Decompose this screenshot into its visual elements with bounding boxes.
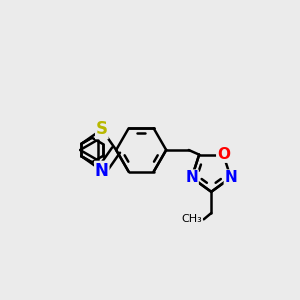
Text: N: N (95, 161, 109, 179)
Text: S: S (96, 121, 108, 139)
Text: N: N (224, 170, 237, 185)
Text: CH₃: CH₃ (182, 214, 202, 224)
Text: O: O (217, 147, 230, 162)
Text: N: N (185, 170, 198, 185)
